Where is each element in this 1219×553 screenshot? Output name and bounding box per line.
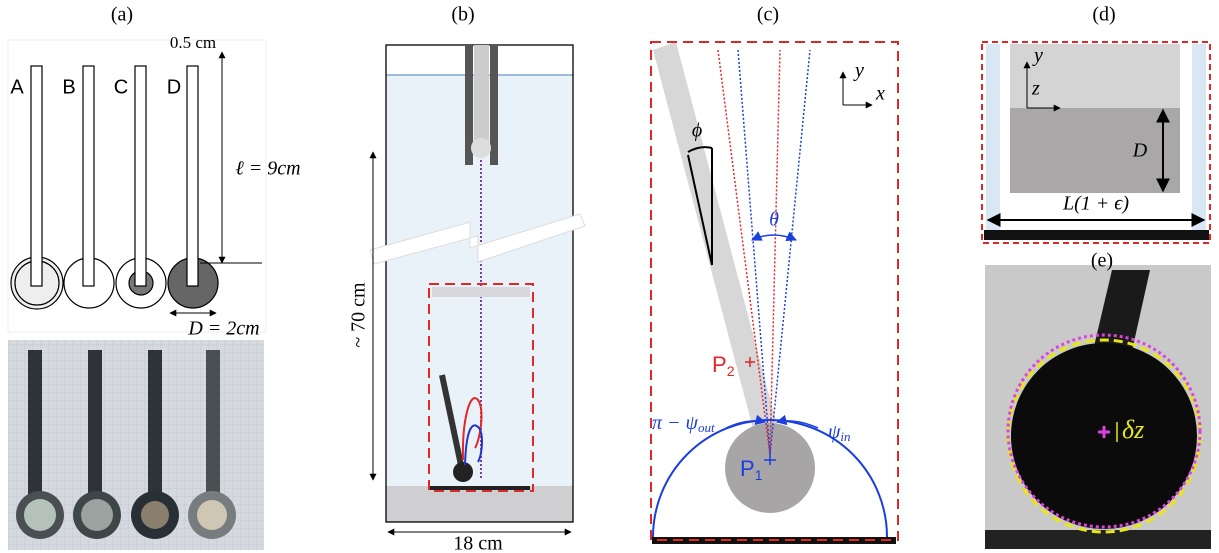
rod (1092, 270, 1150, 360)
zoom-box (650, 41, 899, 541)
angle-out-label: π − ψout (652, 412, 715, 435)
panel-label: (c) (757, 4, 779, 26)
width-label: 18 cm (453, 533, 503, 553)
reference-circle (1006, 333, 1202, 529)
panel-b: (b) ~ 70 cm 18 cm (348, 4, 586, 553)
rod-label: A (10, 76, 24, 98)
psi-in-arrow (775, 414, 819, 429)
height-label: ~ 70 cm (348, 282, 370, 348)
panel-e: δz (e) (985, 250, 1211, 549)
panel-label: (b) (451, 4, 474, 26)
band (432, 287, 530, 297)
axis-z-label: z (1031, 78, 1040, 100)
spread-label: θ (769, 209, 779, 231)
photo-rods (16, 350, 236, 539)
rod-label: D (167, 76, 181, 98)
wall (1192, 44, 1206, 232)
rods (10, 65, 219, 310)
length-label: ℓ = 9cm (235, 158, 300, 180)
width-label: 0.5 cm (170, 33, 216, 52)
diameter-label: D = 2cm (187, 318, 259, 340)
psi-arc (652, 419, 888, 538)
rod (439, 374, 465, 471)
theta-arc (751, 231, 797, 242)
break (369, 213, 586, 265)
zoom-box (428, 283, 534, 492)
point-1-mark (764, 455, 776, 465)
guide-rail (490, 45, 498, 165)
disk (453, 462, 473, 482)
shift-label: δz (1122, 415, 1144, 444)
bottom-plate (430, 486, 530, 490)
zoom-box (981, 41, 1211, 244)
floor (985, 530, 1211, 549)
axis-y-label: y (1032, 45, 1043, 67)
path-blue (464, 424, 483, 466)
phi-line (687, 154, 713, 266)
rod-label: B (62, 76, 75, 98)
panel-c: (c) ϕ θ y x P2 P1 π − ψout ψin (650, 4, 899, 544)
length-label: L(1 + ϵ) (1062, 193, 1129, 215)
point-2-mark (745, 357, 755, 367)
disk-section (1010, 108, 1180, 193)
trajectory-blue (737, 49, 811, 456)
depth-label: D (1132, 140, 1148, 162)
panel-d: (d) y z D L(1 + ϵ) (981, 4, 1211, 244)
rod (653, 42, 783, 455)
floor (386, 486, 573, 522)
rod (474, 45, 489, 145)
panel-a: (a) A B C D 0.5 cm ℓ = 9cm D = 2cm (7, 4, 301, 550)
disk (725, 423, 815, 513)
panel-label: (d) (1092, 4, 1115, 26)
panel-label: (e) (1091, 250, 1113, 272)
axis-y-label: y (853, 60, 864, 82)
point-2-label: P2 (712, 352, 735, 379)
path-red (461, 397, 483, 461)
angle-in-label: ψin (828, 421, 851, 444)
phi-arc (687, 146, 713, 153)
bottom-plate (984, 230, 1209, 240)
axis-x-label: x (875, 83, 885, 105)
rod-section (1010, 44, 1180, 108)
panel-label: (a) (111, 4, 133, 26)
tilt-label: ϕ (692, 120, 702, 142)
point-1-label: P1 (740, 456, 763, 483)
rod-label: C (114, 76, 128, 98)
center-mark (1098, 426, 1110, 438)
psi-out-arrow (725, 414, 767, 429)
disk (471, 138, 491, 158)
guide-rail (465, 45, 473, 165)
wall (986, 44, 1000, 232)
